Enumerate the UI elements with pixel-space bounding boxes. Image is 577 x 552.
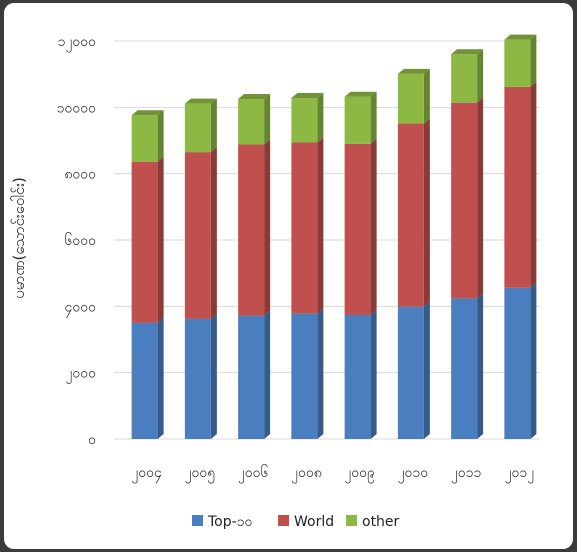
x-tick-label: ၂၀၁၂: [505, 465, 535, 483]
bar-segment: [344, 91, 377, 144]
legend-swatch: [278, 515, 289, 526]
stacked-bar-chart: ၀ ၂၀၀၀ ၄၀၀၀ ၆၀၀၀ ၈၀၀၀ ၁၀၀၀၀ ၁၂၀၀၀ ၂၀၀၄ ၂၀၀၅ ၂၀၀၆…: [10, 34, 540, 530]
legend-label: other: [362, 514, 400, 530]
x-tick-labels: ၂၀၀၄ ၂၀၀၅ ၂၀၀၆ ၂၀၀၈ ၂၀၀၉ ၂၀၁၀ ၂၀၁၁ ၂၀၁၂: [131, 465, 534, 483]
bar-top: [397, 68, 430, 74]
y-tick-label: ၈၀၀၀: [64, 167, 96, 183]
bar-segment: [397, 68, 430, 124]
bar-top: [291, 93, 324, 99]
legend: Top-၁၀ World other: [192, 514, 400, 530]
y-tick-label: ၆၀၀၀: [65, 233, 97, 249]
bar-top: [131, 110, 164, 116]
legend-swatch: [346, 515, 357, 526]
x-tick-label: ၂၀၁၀: [398, 465, 429, 483]
chart-frame: ၀ ၂၀၀၀ ၄၀၀၀ ၆၀၀၀ ၈၀၀၀ ၁၀၀၀၀ ၁၂၀၀၀ ၂၀၀၄ ၂၀၀၅ ၂၀၀၆…: [4, 3, 573, 549]
legend-swatch: [192, 515, 203, 526]
y-tick-labels: ၀ ၂၀၀၀ ၄၀၀၀ ၆၀၀၀ ၈၀၀၀ ၁၀၀၀၀ ၁၂၀၀၀: [57, 34, 97, 448]
y-tick-label: ၁၀၀၀၀: [57, 100, 97, 116]
legend-item: other: [346, 514, 400, 530]
bar-segment: [238, 139, 271, 316]
bar-top: [344, 91, 377, 97]
bar-segment: [397, 118, 430, 307]
y-tick-label: ၂၀၀၀: [65, 366, 96, 384]
bar-segment: [291, 93, 324, 143]
bar-segment: [238, 94, 271, 145]
y-tick-label: ၁၂၀၀၀: [58, 34, 97, 52]
bar-segment: [451, 293, 484, 439]
bar-top: [504, 34, 537, 40]
bar-segment: [504, 282, 537, 439]
bar-segment: [131, 317, 164, 439]
y-tick-label: ၀: [88, 432, 96, 448]
bar-segment: [344, 138, 377, 315]
x-tick-label: ၂၀၁၁: [451, 465, 482, 483]
bar-segment: [397, 301, 430, 439]
legend-label: World: [294, 514, 334, 530]
x-tick-label: ၂၀၀၉: [344, 465, 375, 483]
bar-top: [184, 98, 217, 104]
bar-segment: [344, 309, 377, 439]
bar-segment: [504, 81, 537, 288]
x-tick-label: ၂၀၀၅: [185, 465, 216, 483]
bar-segment: [131, 156, 164, 323]
bar-top: [451, 49, 484, 55]
bar-segment: [238, 310, 271, 439]
bars: [131, 34, 537, 439]
legend-item: World: [278, 514, 334, 530]
y-axis-title: ပမာဏ(သောင်းဝေါင်း): [10, 177, 28, 299]
bar-segment: [184, 147, 217, 319]
bar-segment: [291, 308, 324, 439]
x-tick-label: ၂၀၀၈: [291, 465, 322, 483]
bar-segment: [291, 137, 324, 314]
bar-segment: [451, 97, 484, 299]
bar-segment: [451, 49, 484, 103]
bar-top: [238, 94, 271, 100]
bar-segment: [184, 98, 217, 153]
bar-segment: [504, 34, 537, 87]
x-tick-label: ၂၀၀၆: [238, 465, 269, 483]
x-tick-label: ၂၀၀၄: [131, 465, 162, 483]
bar-segment: [131, 110, 164, 162]
y-tick-label: ၄၀၀၀: [65, 299, 97, 317]
bar-segment: [184, 313, 217, 439]
legend-item: Top-၁၀: [192, 514, 253, 530]
legend-label: Top-၁၀: [207, 514, 253, 530]
